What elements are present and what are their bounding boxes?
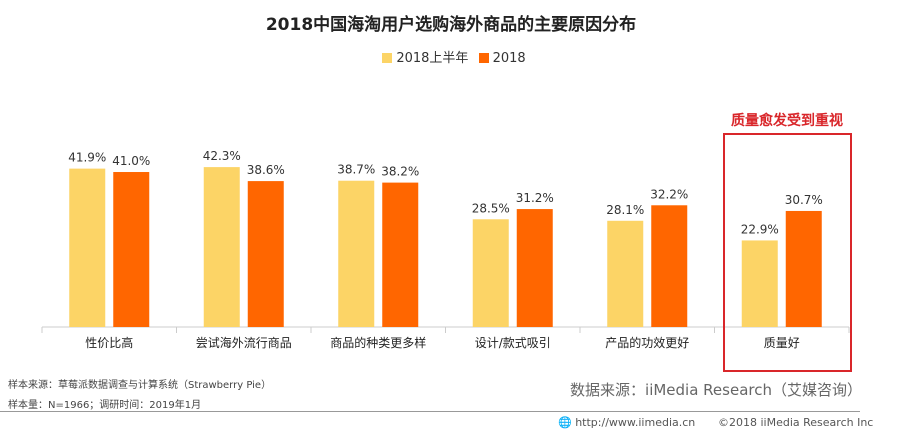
data-source: 数据来源：iiMedia Research（艾媒咨询） bbox=[570, 381, 862, 399]
url-text: http://www.iimedia.cn bbox=[575, 416, 696, 429]
category-label-5: 质量好 bbox=[764, 336, 800, 350]
bar-1-2 bbox=[382, 182, 419, 327]
category-label-4: 产品的功效更好 bbox=[605, 335, 689, 350]
bar-1-4 bbox=[651, 205, 688, 327]
data-label-1-5: 30.7% bbox=[785, 193, 823, 207]
footer-copyright: ©2018 iiMedia Research Inc bbox=[718, 416, 874, 429]
data-label-1-0: 41.0% bbox=[112, 154, 150, 168]
legend-swatch-0 bbox=[382, 53, 393, 63]
bar-0-3 bbox=[472, 219, 509, 327]
category-label-2: 商品的种类更多样 bbox=[330, 335, 426, 350]
data-label-0-1: 42.3% bbox=[203, 149, 241, 163]
bar-1-0 bbox=[113, 172, 150, 327]
footer-divider bbox=[0, 411, 860, 412]
legend-label-1: 2018 bbox=[492, 51, 526, 66]
data-label-1-1: 38.6% bbox=[247, 163, 285, 177]
bar-0-5 bbox=[741, 240, 778, 327]
data-label-0-4: 28.1% bbox=[606, 203, 644, 217]
bar-1-1 bbox=[247, 181, 284, 327]
sample-source: 样本来源：草莓派数据调查与计算系统（Strawberry Pie） bbox=[8, 380, 272, 391]
legend-swatch-1 bbox=[478, 53, 489, 63]
data-label-0-2: 38.7% bbox=[337, 163, 375, 177]
bar-0-0 bbox=[69, 168, 106, 327]
legend-label-0: 2018上半年 bbox=[396, 51, 469, 66]
data-label-1-3: 31.2% bbox=[516, 191, 554, 205]
bar-1-5 bbox=[785, 210, 822, 327]
footer-url[interactable]: 🌐 http://www.iimedia.cn bbox=[558, 416, 695, 429]
data-label-0-3: 28.5% bbox=[472, 201, 510, 215]
sample-size: 样本量：N=1966；调研时间：2019年1月 bbox=[8, 400, 202, 411]
highlight-box bbox=[723, 133, 852, 372]
bar-0-2 bbox=[338, 180, 375, 327]
data-label-0-5: 22.9% bbox=[741, 222, 779, 236]
bar-0-1 bbox=[203, 167, 240, 327]
bar-0-4 bbox=[607, 220, 644, 327]
annotation-text: 质量愈发受到重视 bbox=[731, 113, 843, 129]
data-label-1-4: 32.2% bbox=[650, 187, 688, 201]
data-label-0-0: 41.9% bbox=[68, 151, 106, 165]
chart-title: 2018中国海淘用户选购海外商品的主要原因分布 bbox=[265, 15, 637, 35]
legend: 2018上半年 2018 bbox=[0, 47, 902, 66]
category-label-3: 设计/款式吸引 bbox=[475, 336, 551, 350]
category-label-0: 性价比高 bbox=[85, 335, 133, 350]
globe-icon: 🌐 bbox=[558, 416, 572, 429]
category-label-1: 尝试海外流行商品 bbox=[196, 335, 292, 350]
bar-1-3 bbox=[516, 209, 553, 327]
data-label-1-2: 38.2% bbox=[381, 165, 419, 179]
